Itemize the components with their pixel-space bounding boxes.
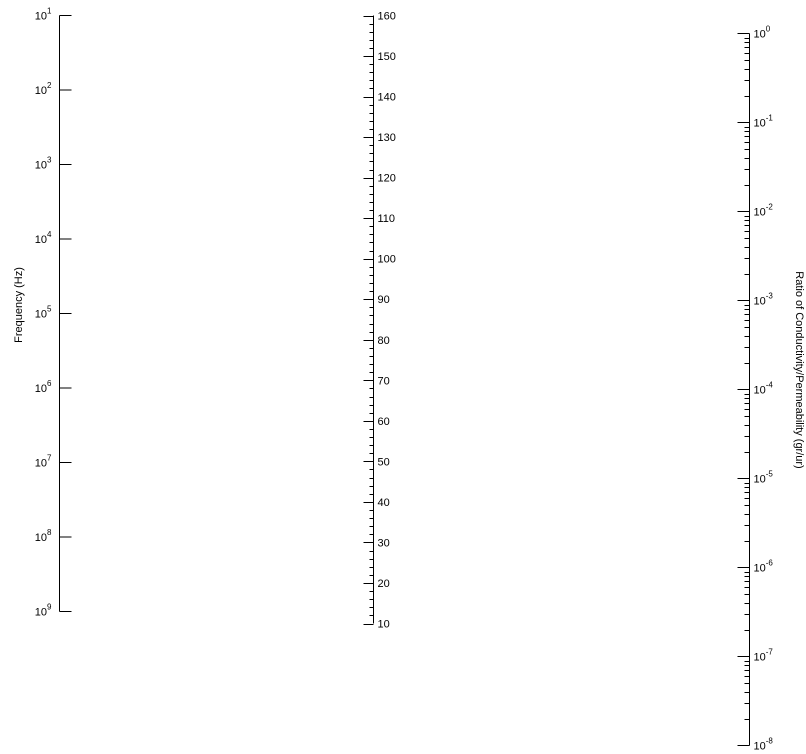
- middle-tick-label: 20: [378, 578, 390, 590]
- frequency-tick-label: 104: [35, 230, 52, 246]
- frequency-axis-title: Frequency (Hz): [13, 267, 25, 343]
- ratio-tick-label: 100: [754, 25, 771, 41]
- middle-tick-label: 110: [378, 213, 396, 225]
- middle-axis: 160 150 140 130 120 110 100 90 80 70 60 50 40 30 20 10: [363, 11, 396, 631]
- middle-tick-label: 130: [378, 132, 396, 144]
- ratio-tick-label: 10-7: [754, 648, 774, 664]
- frequency-tick-label: 108: [35, 528, 52, 544]
- frequency-axis: 101 102 103 104 105 106 107 108 109: [35, 7, 72, 619]
- middle-tick-label: 50: [378, 456, 390, 468]
- frequency-tick-label: 102: [35, 81, 52, 97]
- frequency-tick-label: 107: [35, 454, 52, 470]
- middle-tick-label: 160: [378, 11, 396, 23]
- ratio-tick-label: 10-3: [754, 292, 774, 308]
- middle-tick-label: 70: [378, 375, 390, 387]
- frequency-tick-label: 106: [35, 379, 52, 395]
- middle-tick-label: 140: [378, 92, 396, 104]
- middle-tick-label: 40: [378, 497, 390, 509]
- middle-tick-label: 90: [378, 294, 390, 306]
- middle-tick-label: 100: [378, 254, 396, 266]
- ratio-tick-label: 10-5: [754, 470, 774, 486]
- middle-tick-label: 10: [378, 619, 390, 631]
- middle-tick-label: 120: [378, 173, 396, 185]
- middle-tick-label: 150: [378, 51, 396, 63]
- middle-tick-label: 30: [378, 537, 390, 549]
- ratio-tick-label: 10-8: [754, 737, 774, 753]
- ratio-tick-label: 10-4: [754, 381, 774, 397]
- middle-tick-label: 80: [378, 335, 390, 347]
- frequency-tick-label: 105: [35, 305, 52, 321]
- ratio-tick-label: 10-6: [754, 559, 774, 575]
- ratio-axis-title: Ratio of Conductivity/Permeability (gr/u…: [793, 271, 805, 468]
- ratio-axis: 100 10-1 10-2 10-3 10-4 10-5 10-6 10-7 10-8: [737, 25, 774, 753]
- frequency-tick-label: 101: [35, 7, 52, 23]
- ratio-tick-label: 10-2: [754, 203, 774, 219]
- ratio-tick-label: 10-1: [754, 114, 774, 130]
- frequency-tick-label: 103: [35, 156, 52, 172]
- middle-tick-label: 60: [378, 416, 390, 428]
- frequency-tick-label: 109: [35, 603, 52, 619]
